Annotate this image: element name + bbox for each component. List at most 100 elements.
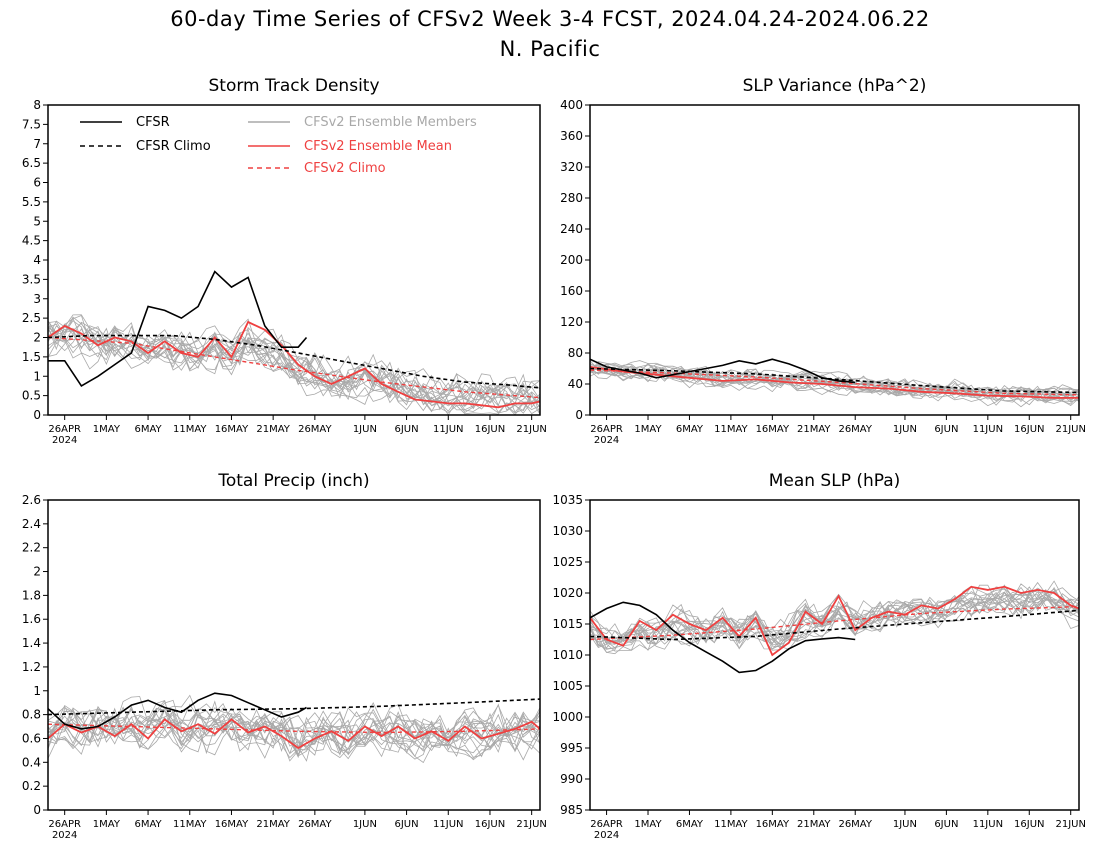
y-tick-label: 1005 <box>552 679 583 693</box>
panels-group: Storm Track Density 0 0.5 1 1.5 2 2.5 3 3.5 4 4.5 5… <box>22 76 1086 841</box>
y-tick-label: 7.5 <box>22 117 41 131</box>
x-tick-label: 21JUN <box>1055 819 1085 830</box>
x-tick-label: 11JUN <box>973 819 1003 830</box>
legend-label-members: CFSv2 Ensemble Members <box>304 115 477 130</box>
x-tick-label: 6MAY <box>676 819 704 830</box>
x-tick-label: 1JUN <box>353 819 377 830</box>
x-tick-label: 11MAY <box>714 424 748 435</box>
legend-label-cfsr: CFSR <box>136 115 170 130</box>
y-tick-label: 2 <box>33 331 41 345</box>
x-tick-label: 16MAY <box>215 819 249 830</box>
y-tick-label: 1015 <box>552 617 583 631</box>
ensemble-member-line <box>48 702 540 762</box>
y-tick-label: 2.4 <box>22 517 41 531</box>
x-tick-label: 6JUN <box>395 819 419 830</box>
x-tick-label: 11MAY <box>173 424 207 435</box>
cfsr-climo-line <box>48 334 540 389</box>
y-tick-label: 0 <box>33 408 41 422</box>
x-tick-label: 11JUN <box>433 424 463 435</box>
x-tick-label: 16MAY <box>756 819 790 830</box>
y-tick-label: 0.2 <box>22 779 41 793</box>
x-tick-label: 11JUN <box>433 819 463 830</box>
cfsr-climo-line <box>590 367 1079 394</box>
ensemble-member-line <box>48 707 540 756</box>
x-tick-label: 1JUN <box>893 424 917 435</box>
y-tick-label: 8 <box>33 98 41 112</box>
x-tick-label: 16JUN <box>475 819 505 830</box>
x-tick-label: 16JUN <box>475 424 505 435</box>
ensemble-member-line <box>48 699 540 755</box>
legend: CFSR CFSR Climo CFSv2 Ensemble Members CFSv… <box>80 115 477 176</box>
x-tick-label: 6MAY <box>134 424 162 435</box>
x-tick-label: 26APR <box>590 424 623 435</box>
y-tick-label: 5 <box>33 214 41 228</box>
y-tick-label: 985 <box>560 803 583 817</box>
y-tick-label: 990 <box>560 772 583 786</box>
cfsr-line <box>48 270 308 387</box>
x-tick-label: 21MAY <box>797 424 831 435</box>
ensemble-member-line <box>48 703 540 756</box>
chart-panel-1: Storm Track Density 0 0.5 1 1.5 2 2.5 3 3.5 4 4.5 5… <box>22 76 547 446</box>
y-tick-label: 320 <box>560 160 583 174</box>
x-tick-label: 21MAY <box>797 819 831 830</box>
figure-subtitle: N. Pacific <box>500 37 601 61</box>
cfsr-line <box>590 358 856 384</box>
x-tick-label: 1JUN <box>893 819 917 830</box>
y-tick-label: 1025 <box>552 555 583 569</box>
x-tick-label: 26APR <box>48 424 81 435</box>
y-tick-label: 400 <box>560 98 583 112</box>
plot-area <box>48 692 540 764</box>
x-tick-label: 26APR <box>48 819 81 830</box>
y-tick-label: 1.2 <box>22 660 41 674</box>
x-tick-label: 6MAY <box>676 424 704 435</box>
x-tick-label: 21JUN <box>516 424 546 435</box>
ensemble-member-line <box>48 314 540 411</box>
plot-frame <box>47 499 541 811</box>
y-tick-label: 1 <box>33 684 41 698</box>
ensemble-member-line <box>48 706 540 759</box>
y-tick-label: 120 <box>560 315 583 329</box>
y-tick-label: 0.4 <box>22 755 41 769</box>
chart-panel-2: SLP Variance (hPa^2) 0 40 80 120 160 200 240 280… <box>560 76 1086 446</box>
y-tick-label: 1.5 <box>22 350 41 364</box>
y-tick-label: 0 <box>33 803 41 817</box>
y-tick-label: 1 <box>33 369 41 383</box>
ensemble-member-line <box>48 321 540 414</box>
ensemble-member-line <box>48 705 540 760</box>
x-tick-label: 1MAY <box>634 424 662 435</box>
ensemble-mean-line <box>48 320 540 409</box>
x-tick-label: 6JUN <box>395 424 419 435</box>
panel-title: Mean SLP (hPa) <box>769 471 901 491</box>
y-tick-label: 0.6 <box>22 731 41 745</box>
y-tick-label: 4 <box>33 253 41 267</box>
chart-panel-3: Total Precip (inch) 0 0.2 0.4 0.6 0.8 1 1.2 1.4 1… <box>22 471 547 841</box>
panel-title: SLP Variance (hPa^2) <box>743 76 927 96</box>
plot-area <box>590 358 1079 408</box>
y-tick-label: 4.5 <box>22 234 41 248</box>
plot-area <box>48 270 540 415</box>
x-tick-label: 1MAY <box>634 819 662 830</box>
x-tick-label: 1MAY <box>93 424 121 435</box>
y-tick-label: 160 <box>560 284 583 298</box>
panel-title: Total Precip (inch) <box>217 471 369 491</box>
x-tick-label: 26MAY <box>298 819 332 830</box>
cfsv2-climo-line <box>590 605 1079 641</box>
y-tick-label: 1.8 <box>22 588 41 602</box>
x-tick-label: 21MAY <box>256 424 290 435</box>
x-tick-label: 16JUN <box>1014 424 1044 435</box>
ensemble-member-line <box>590 591 1079 651</box>
y-tick-label: 1030 <box>552 524 583 538</box>
x-tick-label: 16MAY <box>756 424 790 435</box>
chart-panel-4: Mean SLP (hPa) 985 990 995 1000 1005 1010 1015 1… <box>552 471 1086 841</box>
x-tick-label: 21JUN <box>1055 424 1085 435</box>
x-tick-label: 6JUN <box>934 819 958 830</box>
y-tick-label: 5.5 <box>22 195 41 209</box>
panel-title: Storm Track Density <box>208 76 379 96</box>
y-tick-label: 0.8 <box>22 708 41 722</box>
y-tick-label: 3.5 <box>22 272 41 286</box>
ensemble-member-line <box>590 586 1079 652</box>
y-tick-label: 2.2 <box>22 541 41 555</box>
x-tick-label: 26MAY <box>838 819 872 830</box>
ensemble-member-line <box>590 584 1079 647</box>
